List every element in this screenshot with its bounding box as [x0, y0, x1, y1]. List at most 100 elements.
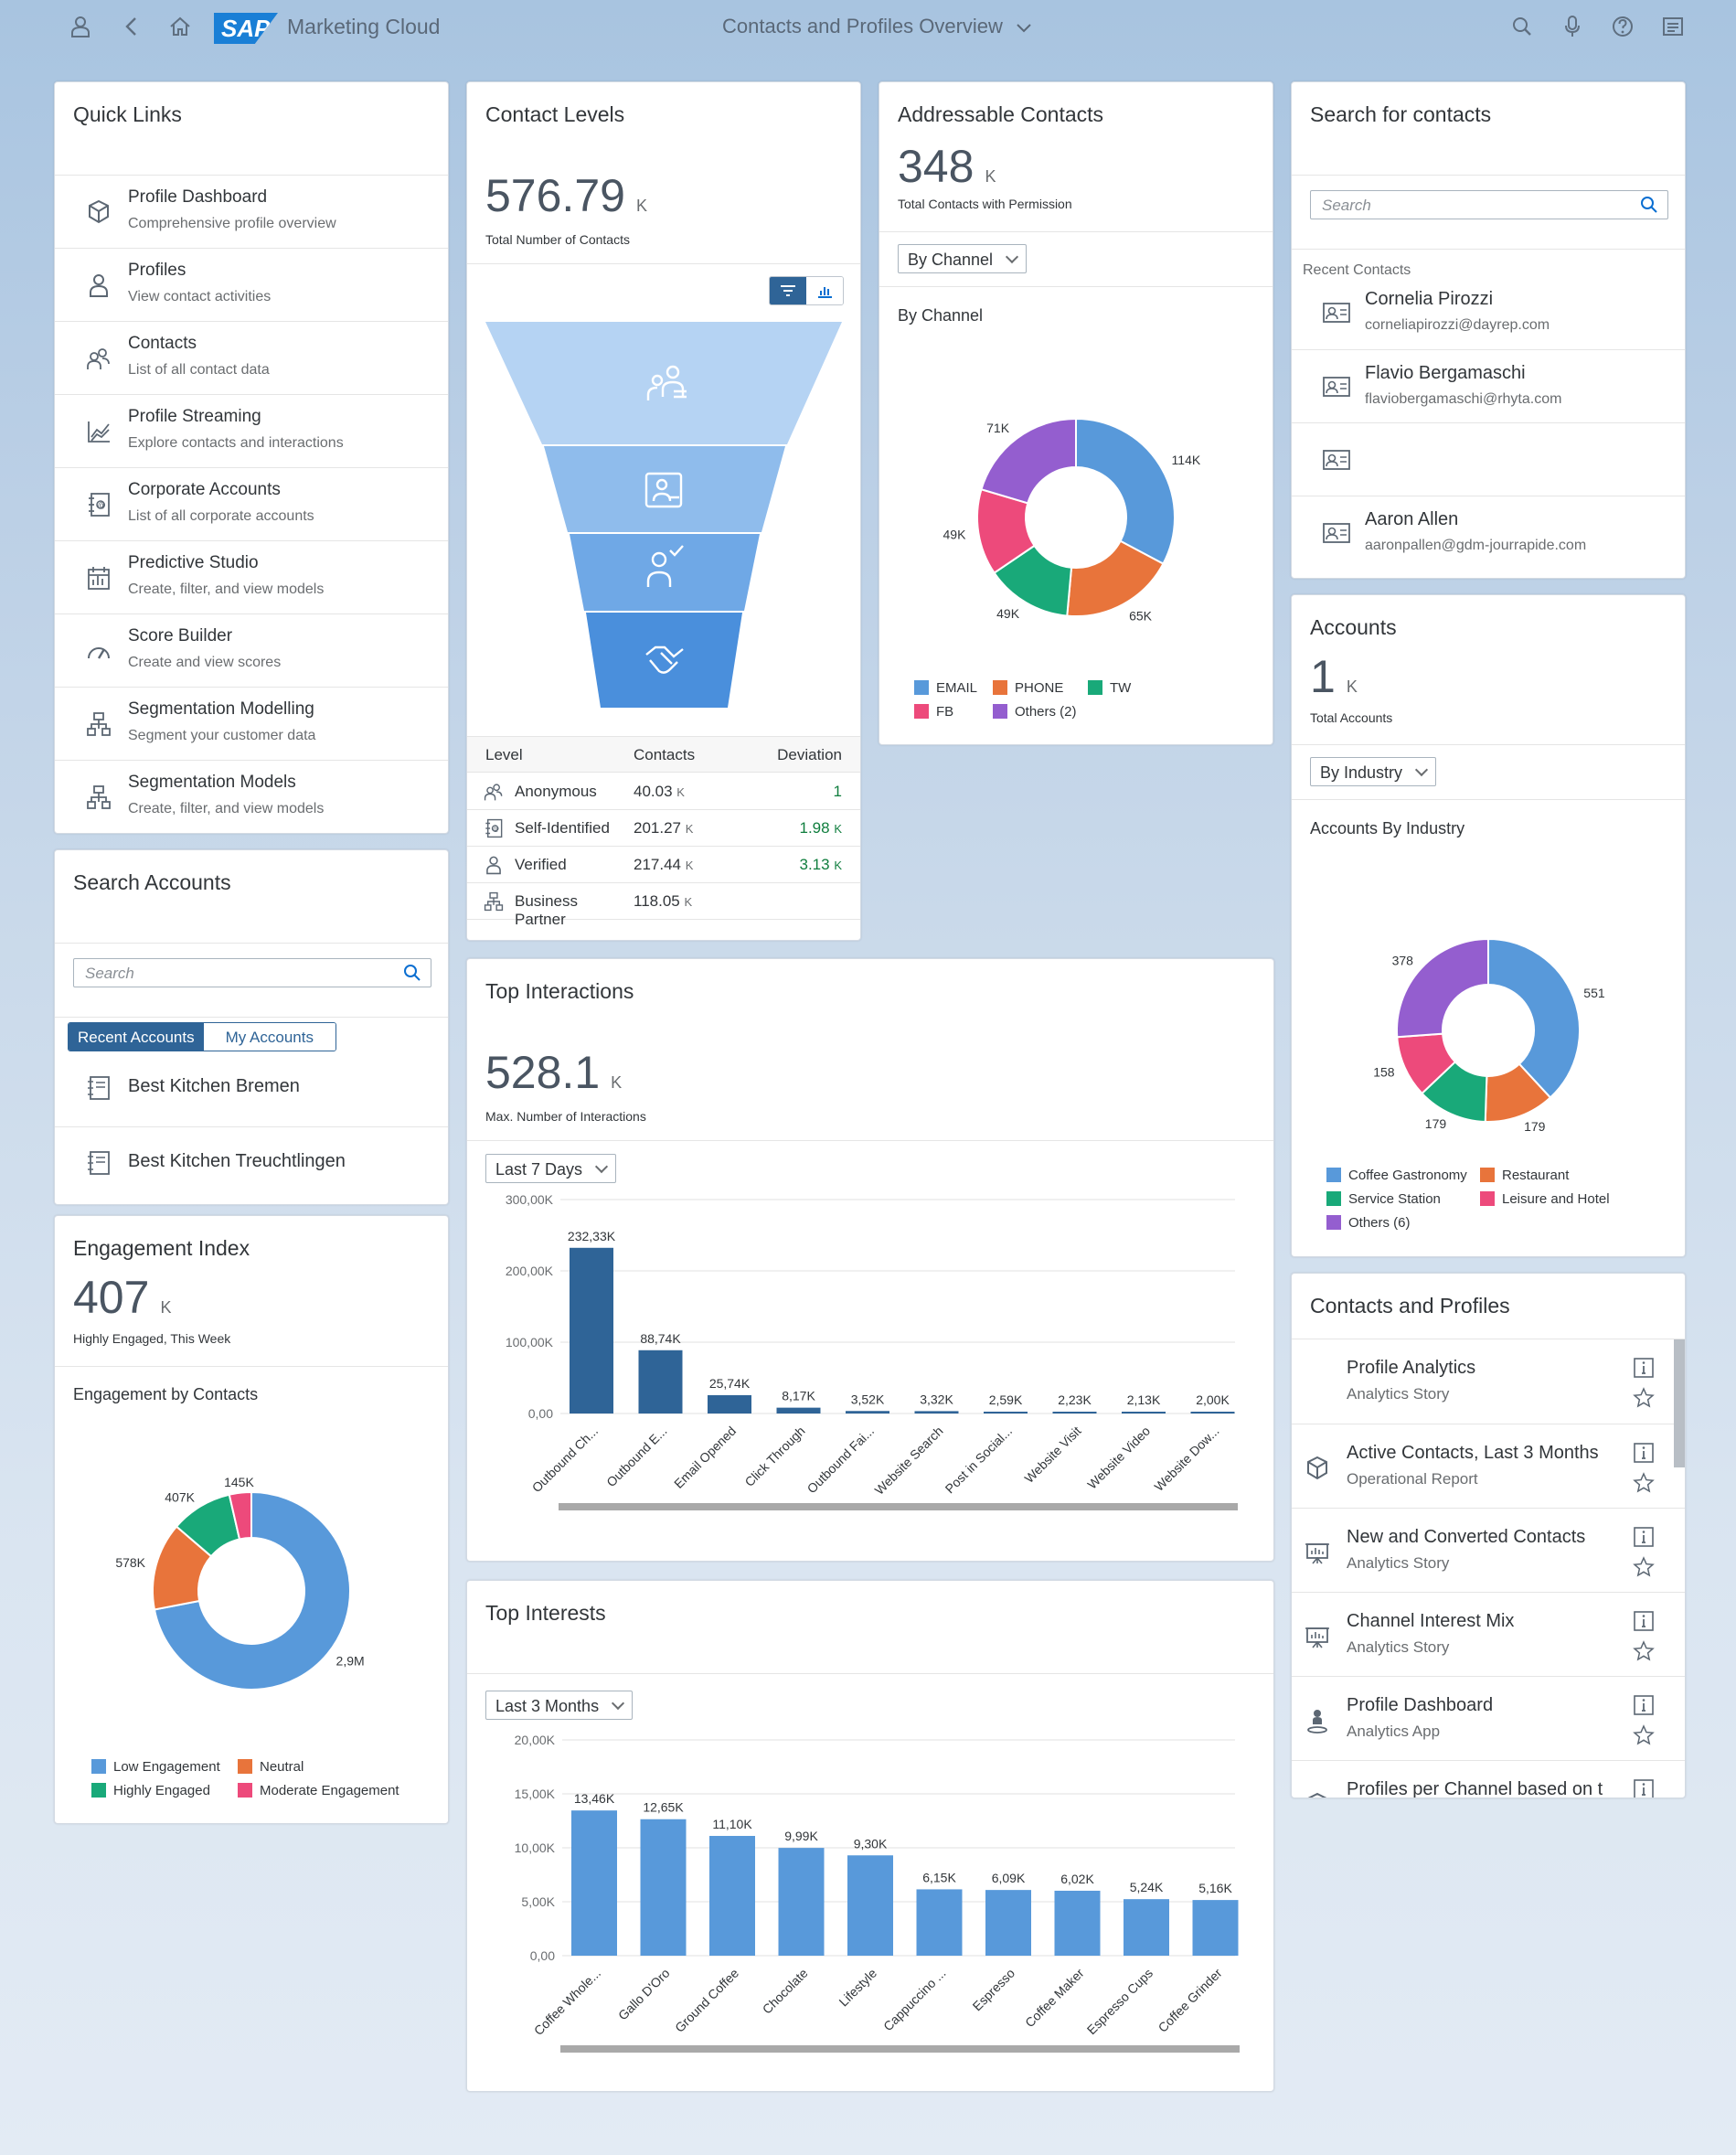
- legend-item[interactable]: PHONE: [993, 680, 1063, 696]
- star-icon[interactable]: [1633, 1387, 1655, 1409]
- legend-item[interactable]: Others (2): [993, 704, 1077, 720]
- bar[interactable]: [1122, 1412, 1166, 1414]
- chart-scrollbar[interactable]: [560, 2045, 1240, 2053]
- bar[interactable]: [985, 1890, 1031, 1956]
- legend-item[interactable]: Others (6): [1326, 1215, 1411, 1231]
- bar[interactable]: [846, 1411, 889, 1414]
- legend-item[interactable]: Leisure and Hotel: [1480, 1191, 1610, 1207]
- bar[interactable]: [778, 1848, 825, 1956]
- back-icon[interactable]: [117, 13, 144, 40]
- legend-item[interactable]: Neutral: [238, 1759, 304, 1775]
- story-list-item[interactable]: New and Converted Contacts Analytics Sto…: [1292, 1508, 1685, 1592]
- quick-link-item[interactable]: Profiles View contact activities: [55, 248, 448, 321]
- bar[interactable]: [570, 1247, 613, 1414]
- info-icon[interactable]: [1634, 1779, 1654, 1798]
- legend-item[interactable]: EMAIL: [914, 680, 977, 696]
- user-icon[interactable]: [67, 13, 94, 40]
- microphone-icon[interactable]: [1559, 13, 1586, 40]
- quick-link-item[interactable]: Profile Streaming Explore contacts and i…: [55, 394, 448, 467]
- column-header-level[interactable]: Level: [485, 746, 523, 763]
- bar[interactable]: [776, 1407, 821, 1414]
- channel-dropdown[interactable]: By Channel: [898, 244, 1028, 273]
- story-list-item[interactable]: Profiles per Channel based on t: [1292, 1760, 1685, 1798]
- legend-item[interactable]: Service Station: [1326, 1191, 1441, 1207]
- info-icon[interactable]: [1634, 1611, 1654, 1631]
- tab-my-accounts[interactable]: My Accounts: [203, 1023, 335, 1051]
- bar[interactable]: [709, 1836, 755, 1956]
- bar[interactable]: [708, 1394, 751, 1414]
- recent-contact-item[interactable]: Aaron Allen aaronpallen@gdm-jourrapide.c…: [1292, 496, 1685, 569]
- bar[interactable]: [1124, 1899, 1169, 1956]
- star-icon[interactable]: [1633, 1472, 1655, 1494]
- bar[interactable]: [1192, 1900, 1239, 1956]
- legend-item[interactable]: FB: [914, 704, 953, 720]
- info-icon[interactable]: [1634, 1695, 1654, 1715]
- bar[interactable]: [1054, 1890, 1101, 1956]
- account-search-input[interactable]: Search: [73, 958, 431, 987]
- star-icon[interactable]: [1633, 1724, 1655, 1746]
- scrollbar-thumb[interactable]: [1674, 1339, 1685, 1467]
- legend-item[interactable]: Restaurant: [1480, 1168, 1569, 1183]
- column-header-deviation[interactable]: Deviation: [777, 746, 842, 763]
- donut-slice[interactable]: [153, 1490, 351, 1691]
- story-list-item[interactable]: Channel Interest Mix Analytics Story: [1292, 1592, 1685, 1676]
- engagement-index-card[interactable]: Engagement Index 407 K Highly Engaged, Th…: [54, 1215, 449, 1824]
- bar[interactable]: [1190, 1412, 1235, 1414]
- notifications-list-icon[interactable]: [1659, 13, 1687, 40]
- donut-slice[interactable]: [980, 417, 1077, 505]
- help-icon[interactable]: [1609, 13, 1636, 40]
- donut-slice[interactable]: [1487, 937, 1581, 1099]
- funnel-view-icon[interactable]: [770, 277, 806, 304]
- search-icon[interactable]: [403, 964, 421, 982]
- list-item[interactable]: Best Kitchen Bremen: [55, 1052, 448, 1126]
- period-dropdown[interactable]: Last 3 Months: [485, 1691, 634, 1720]
- quick-link-item[interactable]: Score Builder Create and view scores: [55, 613, 448, 687]
- info-icon[interactable]: [1634, 1443, 1654, 1463]
- addressable-contacts-card[interactable]: Addressable Contacts 348 K Total Contacts…: [879, 81, 1273, 745]
- home-icon[interactable]: [166, 13, 194, 40]
- recent-contact-item[interactable]: Flavio Bergamaschi flaviobergamaschi@rhy…: [1292, 349, 1685, 422]
- info-icon[interactable]: [1634, 1527, 1654, 1547]
- recent-contact-item[interactable]: [1292, 422, 1685, 496]
- table-row[interactable]: Anonymous 40.03 K 1: [467, 773, 860, 810]
- sap-logo[interactable]: SAP: [214, 13, 278, 44]
- industry-dropdown[interactable]: By Industry: [1310, 757, 1437, 786]
- story-list-item[interactable]: Profile Dashboard Analytics App: [1292, 1676, 1685, 1760]
- bar[interactable]: [847, 1855, 893, 1956]
- contact-levels-card[interactable]: Contact Levels 576.79 K Total Number of C…: [466, 81, 861, 941]
- table-row[interactable]: Business Partner 118.05 K: [467, 883, 860, 928]
- bar[interactable]: [1052, 1412, 1097, 1414]
- quick-link-item[interactable]: Contacts List of all contact data: [55, 321, 448, 394]
- legend-item[interactable]: TW: [1088, 680, 1131, 696]
- legend-item[interactable]: Low Engagement: [91, 1759, 220, 1775]
- bar-view-icon[interactable]: [806, 277, 843, 304]
- chart-scrollbar[interactable]: [559, 1503, 1238, 1510]
- star-icon[interactable]: [1633, 1640, 1655, 1662]
- period-dropdown[interactable]: Last 7 Days: [485, 1154, 617, 1183]
- quick-link-item[interactable]: Segmentation Modelling Segment your cust…: [55, 687, 448, 760]
- story-list-item[interactable]: Profile Analytics Analytics Story: [1292, 1339, 1685, 1424]
- top-interests-card[interactable]: Top Interests Last 3 Months 0,00 5,00K 10,…: [466, 1580, 1274, 2092]
- column-header-contacts[interactable]: Contacts: [634, 746, 696, 763]
- table-row[interactable]: Verified 217.44 K 3.13 K: [467, 847, 860, 883]
- page-title-menu[interactable]: Contacts and Profiles Overview: [722, 15, 1032, 38]
- bar[interactable]: [916, 1889, 963, 1956]
- contact-search-input[interactable]: Search: [1310, 190, 1668, 219]
- recent-contact-item[interactable]: Cornelia Pirozzi corneliapirozzi@dayrep.…: [1292, 276, 1685, 349]
- quick-link-item[interactable]: Predictive Studio Create, filter, and vi…: [55, 540, 448, 613]
- list-item[interactable]: Best Kitchen Treuchtlingen: [55, 1126, 448, 1200]
- donut-slice[interactable]: [228, 1490, 252, 1541]
- donut-slice[interactable]: [1075, 417, 1176, 565]
- top-interactions-card[interactable]: Top Interactions 528.1 K Max. Number of I…: [466, 958, 1274, 1562]
- search-icon[interactable]: [1640, 196, 1658, 214]
- legend-item[interactable]: Moderate Engagement: [238, 1783, 399, 1798]
- search-icon[interactable]: [1508, 13, 1536, 40]
- quick-link-item[interactable]: Profile Dashboard Comprehensive profile …: [55, 175, 448, 248]
- bar[interactable]: [984, 1411, 1028, 1414]
- bar[interactable]: [914, 1411, 959, 1414]
- legend-item[interactable]: Highly Engaged: [91, 1783, 210, 1798]
- bar[interactable]: [640, 1819, 687, 1956]
- donut-slice[interactable]: [1396, 937, 1489, 1039]
- bar[interactable]: [638, 1350, 683, 1414]
